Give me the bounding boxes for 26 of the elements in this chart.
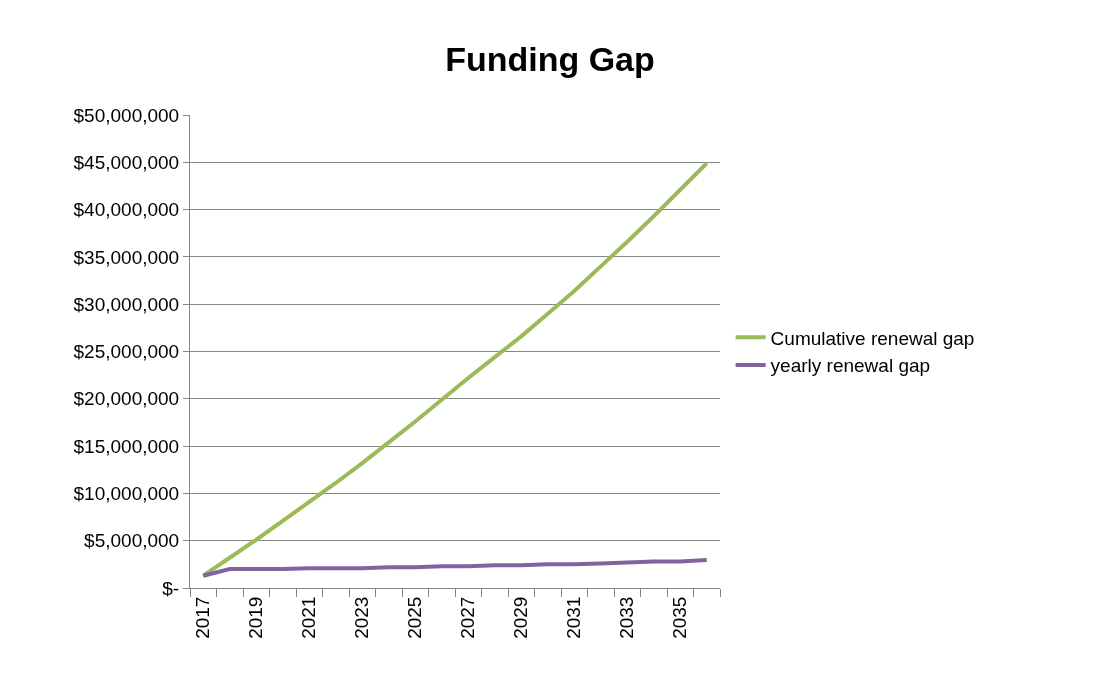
y-tick-label: $45,000,000 [73, 151, 180, 173]
y-tick-label: $5,000,000 [84, 530, 180, 552]
x-tick-label: 2027 [457, 596, 479, 639]
legend-label: Cumulative renewal gap [770, 327, 975, 349]
y-tick-label: $10,000,000 [73, 483, 180, 505]
x-tick-label: 2035 [669, 596, 691, 639]
y-tick-label: $20,000,000 [73, 388, 180, 410]
chart-title: Funding Gap [445, 39, 655, 78]
x-tick-label: 2023 [351, 596, 373, 639]
y-tick-label: $15,000,000 [73, 435, 180, 457]
x-tick-label: 2019 [245, 596, 267, 639]
line-series [201, 161, 709, 578]
x-tick-label: 2033 [616, 596, 638, 639]
x-tick-label: 2021 [298, 596, 320, 639]
y-tick-label: $30,000,000 [73, 293, 180, 315]
y-tick-label: $40,000,000 [73, 199, 180, 221]
y-tick-label: $25,000,000 [73, 341, 180, 363]
y-tick-label: $35,000,000 [73, 246, 180, 268]
y-tick-label: $- [162, 577, 180, 599]
y-tick-label: $50,000,000 [73, 104, 180, 126]
x-tick-label: 2031 [563, 596, 585, 639]
legend-label: yearly renewal gap [770, 355, 931, 377]
x-tick-label: 2029 [510, 596, 532, 639]
x-tick-label: 2025 [404, 596, 426, 639]
x-tick-label: 2017 [192, 596, 214, 639]
line-series [201, 558, 709, 578]
